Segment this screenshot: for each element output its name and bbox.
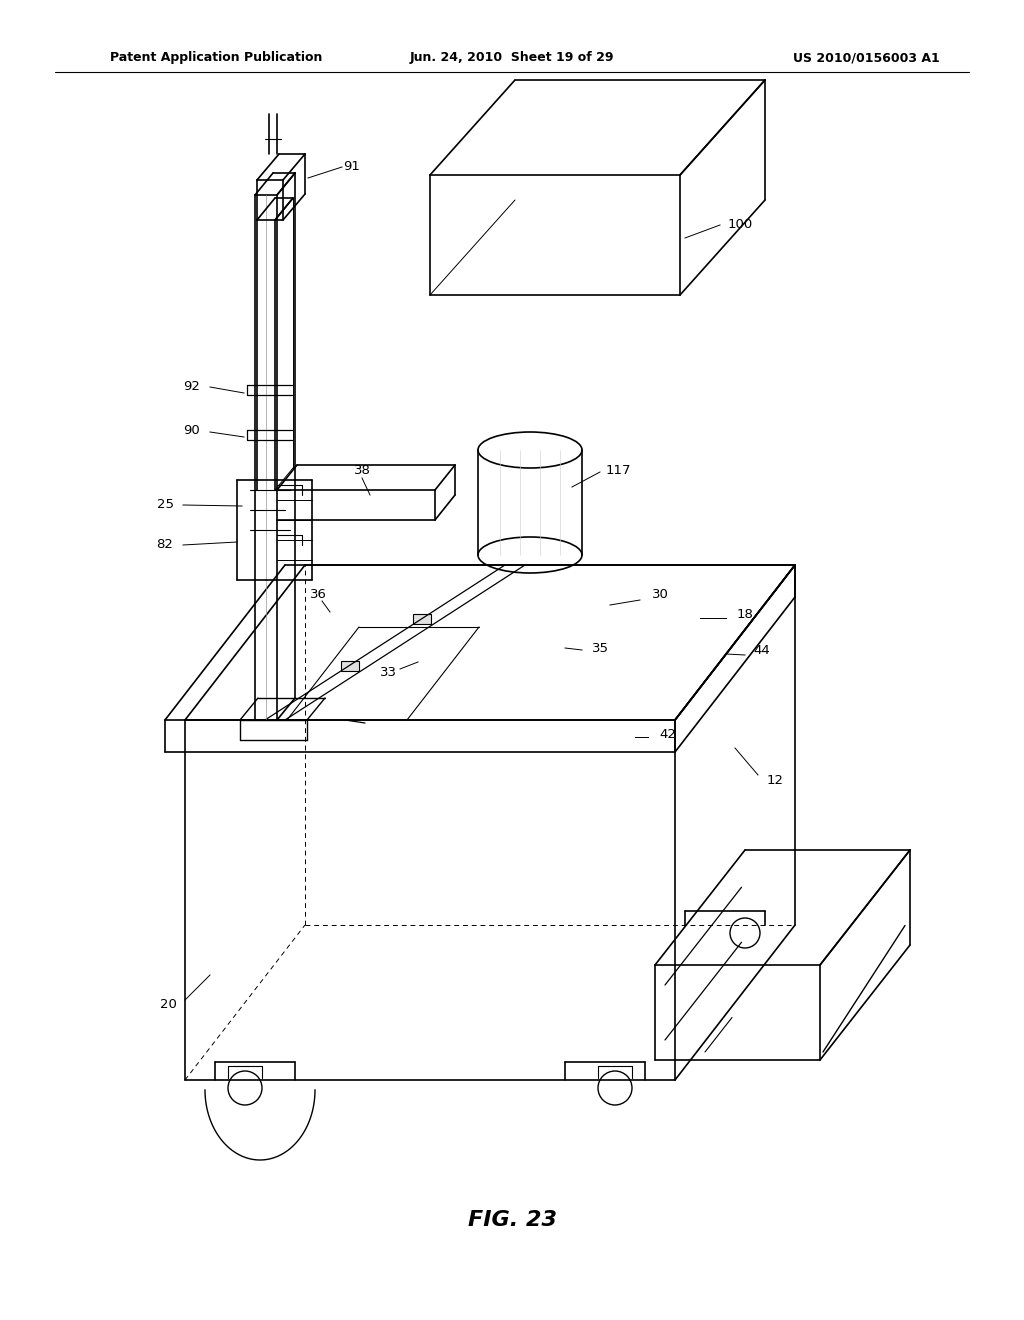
Text: 42: 42 xyxy=(659,729,677,742)
Text: 36: 36 xyxy=(309,589,327,602)
Text: 38: 38 xyxy=(353,463,371,477)
Text: 117: 117 xyxy=(605,463,631,477)
Text: 91: 91 xyxy=(344,161,360,173)
Text: US 2010/0156003 A1: US 2010/0156003 A1 xyxy=(794,51,940,65)
Text: 12: 12 xyxy=(767,774,783,787)
Text: Patent Application Publication: Patent Application Publication xyxy=(110,51,323,65)
Text: 92: 92 xyxy=(183,380,201,393)
Text: 44: 44 xyxy=(754,644,770,656)
Text: 33: 33 xyxy=(380,665,396,678)
Text: 82: 82 xyxy=(157,539,173,552)
Text: Jun. 24, 2010  Sheet 19 of 29: Jun. 24, 2010 Sheet 19 of 29 xyxy=(410,51,614,65)
Text: 30: 30 xyxy=(651,589,669,602)
FancyBboxPatch shape xyxy=(341,661,359,671)
Text: FIG. 23: FIG. 23 xyxy=(468,1210,556,1230)
Text: 25: 25 xyxy=(157,499,173,511)
Text: 18: 18 xyxy=(736,609,754,622)
Text: 90: 90 xyxy=(183,424,201,437)
Text: 100: 100 xyxy=(727,219,753,231)
Text: 20: 20 xyxy=(160,998,176,1011)
Text: 35: 35 xyxy=(592,642,608,655)
FancyBboxPatch shape xyxy=(413,614,431,624)
